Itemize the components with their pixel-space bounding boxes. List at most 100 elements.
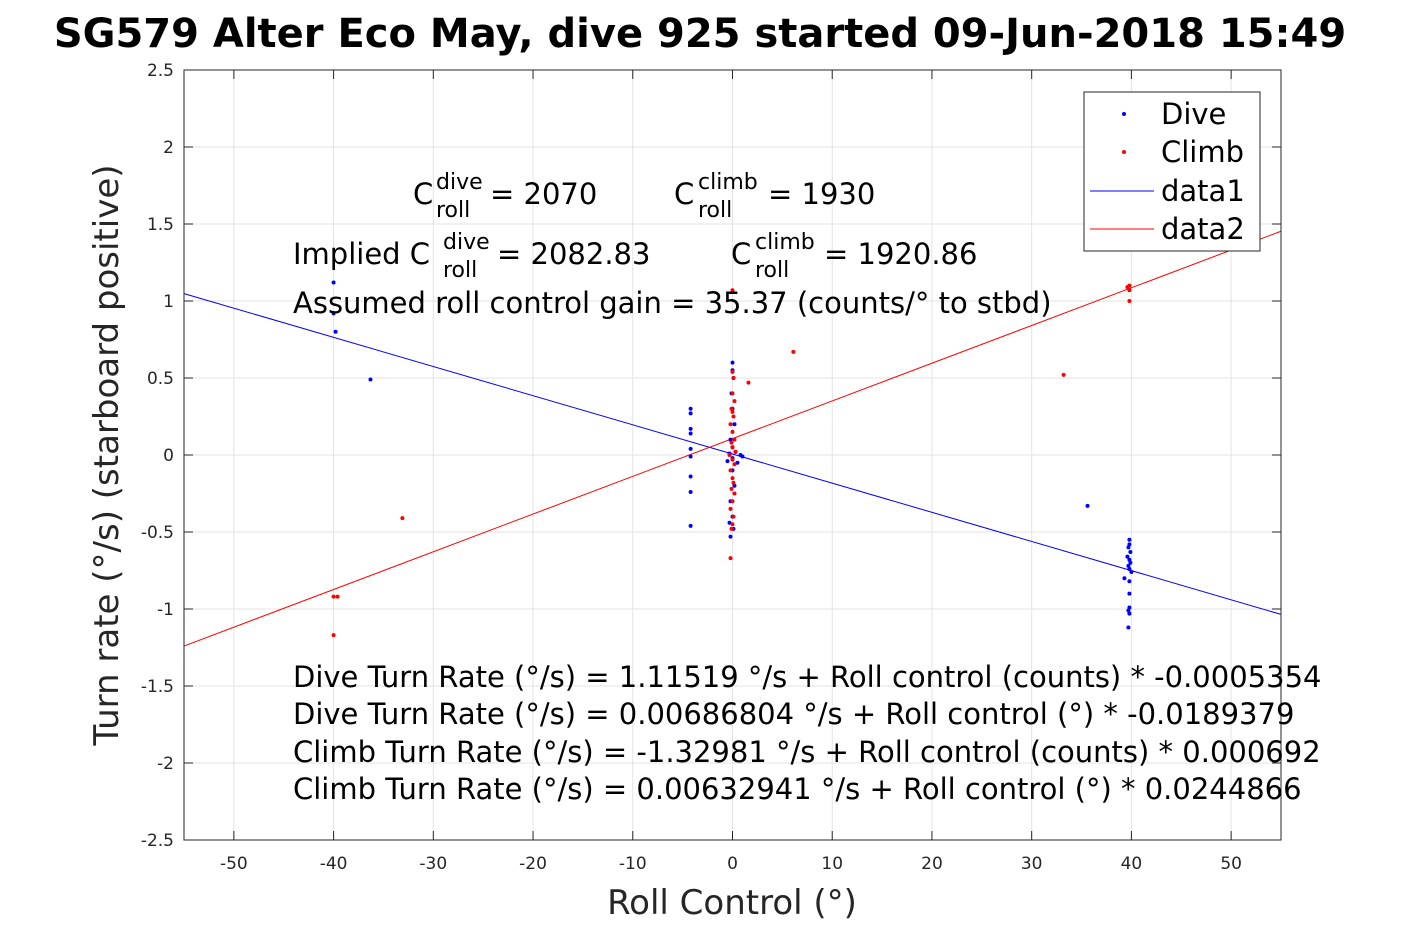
data-point-climb [732, 399, 737, 404]
data-point-dive [1126, 545, 1131, 550]
data-point-dive [688, 454, 693, 459]
data-point-climb [730, 369, 735, 374]
data-point-dive [688, 489, 693, 494]
x-tick-label: 10 [821, 854, 843, 874]
y-tick-label: -1.5 [141, 677, 174, 697]
data-point-climb [335, 594, 340, 599]
y-tick-label: -1 [157, 600, 174, 620]
data-point-climb [331, 594, 336, 599]
annotation-equation-1: Dive Turn Rate (°/s) = 1.11519 °/s + Rol… [293, 660, 1321, 694]
data-point-climb [728, 506, 733, 511]
data-point-climb [730, 391, 735, 396]
data-point-climb [731, 376, 736, 380]
x-tick-label: -40 [320, 854, 348, 874]
data-point-climb [731, 414, 736, 419]
data-point-dive [688, 523, 693, 528]
data-point-dive [688, 406, 693, 411]
data-point-climb [791, 349, 796, 354]
svg-text:dive: dive [436, 170, 483, 195]
data-point-dive [1127, 566, 1132, 571]
annotation-implied-dive: Implied C dive roll = 2082.83 [293, 230, 650, 283]
y-tick-label: 2.5 [147, 61, 174, 81]
svg-text:C: C [731, 237, 751, 271]
data-point-climb [331, 633, 336, 638]
y-tick-label: -2 [157, 754, 174, 774]
data-point-climb [730, 409, 735, 414]
data-point-dive [728, 437, 733, 442]
chart-title: SG579 Alter Eco May, dive 925 started 09… [54, 11, 1346, 57]
x-tick-label: 50 [1220, 854, 1242, 874]
data-point-climb [732, 462, 737, 467]
annotation-c-roll-climb: C climb roll = 1930 [674, 170, 875, 223]
svg-text:roll: roll [698, 198, 732, 223]
data-point-dive [1127, 611, 1132, 616]
data-point-climb [730, 445, 735, 450]
legend-label-dive: Dive [1161, 97, 1226, 131]
x-tick-label: -50 [220, 854, 248, 874]
data-point-dive [331, 280, 336, 285]
data-point-climb [400, 516, 405, 521]
data-point-climb [730, 288, 735, 293]
data-point-climb [729, 526, 734, 531]
data-point-climb [1061, 372, 1066, 377]
data-point-dive [1127, 542, 1132, 547]
legend: Dive Climb data1 data2 [1083, 91, 1261, 252]
data-point-climb [746, 380, 751, 385]
annotation-roll-gain: Assumed roll control gain = 35.37 (count… [293, 286, 1052, 320]
legend-label-data1: data1 [1161, 174, 1245, 208]
data-point-climb [731, 480, 736, 485]
plot-series [183, 230, 1282, 647]
data-point-dive [728, 534, 733, 539]
x-tick-label: -10 [619, 854, 647, 874]
svg-text:climb: climb [755, 230, 815, 255]
data-point-dive [1127, 605, 1132, 610]
data-point-climb [730, 499, 735, 504]
x-tick-label: 40 [1121, 854, 1143, 874]
data-point-climb [729, 486, 734, 491]
data-point-climb [730, 476, 735, 481]
annotation-equation-2: Dive Turn Rate (°/s) = 0.00686804 °/s + … [293, 697, 1294, 731]
data-point-dive [688, 474, 693, 479]
annotation-equation-3: Climb Turn Rate (°/s) = -1.32981 °/s + R… [293, 735, 1321, 769]
data-point-climb [728, 556, 733, 561]
y-tick-label: 2 [163, 138, 174, 158]
legend-marker-dive [1122, 112, 1126, 116]
data-point-dive [1127, 537, 1132, 542]
y-axis-label: Turn rate (°/s) (starboard positive) [87, 164, 127, 746]
x-tick-label: 0 [727, 854, 738, 874]
fit-line-data2 [183, 230, 1282, 647]
annotation-implied-climb: C climb roll = 1920.86 [731, 230, 977, 283]
data-point-dive [1129, 570, 1134, 575]
y-tick-label: 0 [163, 446, 174, 466]
svg-text:= 2070: = 2070 [490, 177, 597, 211]
svg-text:C: C [413, 177, 433, 211]
data-point-dive [1127, 579, 1132, 584]
y-tick-label: 1 [163, 292, 174, 312]
data-point-dive [1128, 550, 1133, 555]
x-tick-label: 20 [921, 854, 943, 874]
data-point-dive [727, 520, 732, 525]
data-point-climb [1127, 288, 1132, 293]
annotation-equation-4: Climb Turn Rate (°/s) = 0.00632941 °/s +… [293, 772, 1302, 806]
data-point-dive [732, 422, 737, 427]
data-point-dive [1085, 503, 1090, 508]
legend-box [1083, 91, 1261, 252]
x-tick-label: -20 [519, 854, 547, 874]
data-point-climb [727, 453, 732, 457]
data-point-dive [1122, 576, 1127, 581]
data-point-dive [1126, 625, 1131, 630]
data-point-climb [732, 437, 737, 442]
svg-text:Implied C: Implied C [293, 237, 430, 271]
y-tick-label: -0.5 [141, 523, 174, 543]
x-tick-label: 30 [1021, 854, 1043, 874]
data-point-dive [331, 311, 336, 316]
svg-text:= 2082.83: = 2082.83 [497, 237, 650, 271]
data-point-climb [729, 406, 734, 411]
data-point-dive [740, 454, 745, 459]
data-point-climb [1127, 299, 1132, 303]
data-point-dive [1127, 591, 1132, 596]
svg-text:climb: climb [698, 170, 758, 195]
data-point-dive [688, 446, 693, 451]
data-point-climb [732, 491, 737, 496]
